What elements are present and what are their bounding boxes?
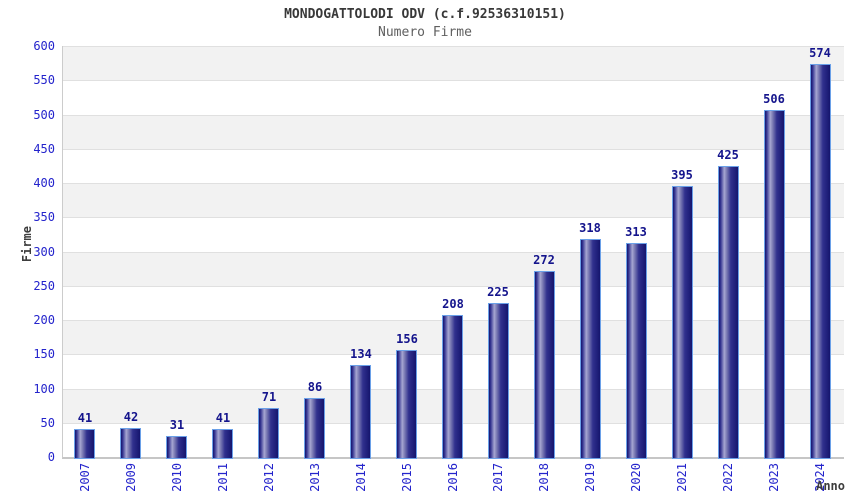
bar-value-label: 86 — [307, 380, 323, 394]
background-band — [63, 183, 844, 218]
bar-value-label: 506 — [763, 92, 785, 106]
x-tick-label: 2019 — [583, 463, 597, 492]
background-band — [63, 148, 844, 183]
bar-2013 — [304, 398, 325, 459]
bar-value-label: 272 — [533, 253, 555, 267]
bar-2018 — [534, 271, 555, 459]
x-tick-label: 2010 — [170, 463, 184, 492]
background-band — [63, 114, 844, 149]
chart-title: MONDOGATTOLODI ODV (c.f.92536310151) — [284, 7, 566, 22]
y-tick-label: 400 — [33, 176, 55, 190]
y-tick-label: 350 — [33, 210, 55, 224]
x-tick-label: 2021 — [675, 463, 689, 492]
bar-value-label: 71 — [261, 390, 277, 404]
x-tick-label: 2007 — [78, 463, 92, 492]
bar-2023 — [764, 110, 785, 459]
bar-2022 — [718, 166, 739, 459]
bar-value-label: 156 — [396, 332, 418, 346]
y-tick-label: 200 — [33, 313, 55, 327]
y-tick-label: 500 — [33, 108, 55, 122]
y-tick-label: 0 — [47, 450, 55, 464]
y-tick-label: 550 — [33, 73, 55, 87]
bar-2021 — [672, 186, 693, 459]
bar-2014 — [350, 365, 371, 459]
bar-value-label: 31 — [169, 418, 185, 432]
bar-value-label: 313 — [625, 225, 647, 239]
bar-2011 — [212, 429, 233, 459]
bar-2010 — [166, 436, 187, 459]
x-tick-label: 2017 — [491, 463, 505, 492]
background-band — [63, 217, 844, 252]
y-tick-label: 100 — [33, 382, 55, 396]
x-axis-title: Anno — [816, 479, 845, 493]
x-tick-label: 2012 — [262, 463, 276, 492]
background-band — [63, 285, 844, 320]
bar-2016 — [442, 315, 463, 459]
bar-2017 — [488, 303, 509, 459]
y-tick-label: 250 — [33, 279, 55, 293]
x-tick-label: 2016 — [446, 463, 460, 492]
background-band — [63, 251, 844, 286]
background-band — [63, 46, 844, 81]
y-tick-label: 600 — [33, 39, 55, 53]
bar-2024 — [810, 64, 831, 459]
x-tick-label: 2011 — [216, 463, 230, 492]
bar-value-label: 225 — [487, 285, 509, 299]
bar-value-label: 318 — [579, 221, 601, 235]
x-tick-label: 2013 — [308, 463, 322, 492]
bar-value-label: 41 — [77, 411, 93, 425]
bar-2012 — [258, 408, 279, 459]
bar-2015 — [396, 350, 417, 459]
bar-2007 — [74, 429, 95, 459]
y-tick-label: 450 — [33, 142, 55, 156]
y-tick-label: 50 — [40, 416, 55, 430]
bar-2009 — [120, 428, 141, 459]
bar-2019 — [580, 239, 601, 459]
bar-value-label: 425 — [717, 148, 739, 162]
background-band — [63, 80, 844, 115]
y-tick-label: 150 — [33, 347, 55, 361]
bar-value-label: 574 — [809, 46, 831, 60]
x-tick-label: 2018 — [537, 463, 551, 492]
bar-value-label: 42 — [123, 410, 139, 424]
x-tick-label: 2023 — [767, 463, 781, 492]
x-tick-label: 2014 — [354, 463, 368, 492]
bar-value-label: 395 — [671, 168, 693, 182]
bar-value-label: 208 — [442, 297, 464, 311]
bar-value-label: 134 — [350, 347, 372, 361]
x-tick-label: 2015 — [400, 463, 414, 492]
bar-2020 — [626, 243, 647, 459]
x-tick-label: 2009 — [124, 463, 138, 492]
y-tick-label: 300 — [33, 245, 55, 259]
x-tick-label: 2022 — [721, 463, 735, 492]
bar-value-label: 41 — [215, 411, 231, 425]
x-tick-label: 2020 — [629, 463, 643, 492]
chart-subtitle: Numero Firme — [378, 25, 472, 40]
